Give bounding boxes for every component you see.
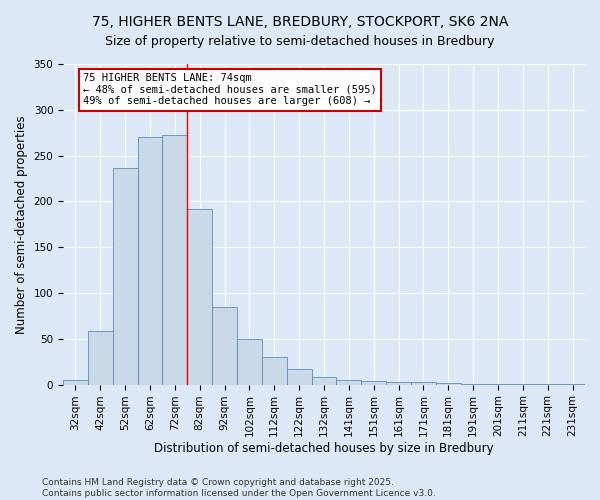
Bar xyxy=(237,339,262,384)
Bar xyxy=(113,168,137,384)
Bar xyxy=(311,378,337,384)
Bar xyxy=(287,369,311,384)
Bar xyxy=(88,332,113,384)
Text: Contains HM Land Registry data © Crown copyright and database right 2025.
Contai: Contains HM Land Registry data © Crown c… xyxy=(42,478,436,498)
Bar xyxy=(187,208,212,384)
Y-axis label: Number of semi-detached properties: Number of semi-detached properties xyxy=(15,115,28,334)
Bar xyxy=(411,382,436,384)
X-axis label: Distribution of semi-detached houses by size in Bredbury: Distribution of semi-detached houses by … xyxy=(154,442,494,455)
Text: Size of property relative to semi-detached houses in Bredbury: Size of property relative to semi-detach… xyxy=(105,35,495,48)
Bar xyxy=(163,136,187,384)
Bar xyxy=(63,380,88,384)
Bar xyxy=(337,380,361,384)
Bar xyxy=(137,138,163,384)
Text: 75, HIGHER BENTS LANE, BREDBURY, STOCKPORT, SK6 2NA: 75, HIGHER BENTS LANE, BREDBURY, STOCKPO… xyxy=(92,15,508,29)
Text: 75 HIGHER BENTS LANE: 74sqm
← 48% of semi-detached houses are smaller (595)
49% : 75 HIGHER BENTS LANE: 74sqm ← 48% of sem… xyxy=(83,73,377,106)
Bar xyxy=(386,382,411,384)
Bar xyxy=(361,381,386,384)
Bar xyxy=(436,383,461,384)
Bar xyxy=(262,357,287,384)
Bar xyxy=(212,306,237,384)
